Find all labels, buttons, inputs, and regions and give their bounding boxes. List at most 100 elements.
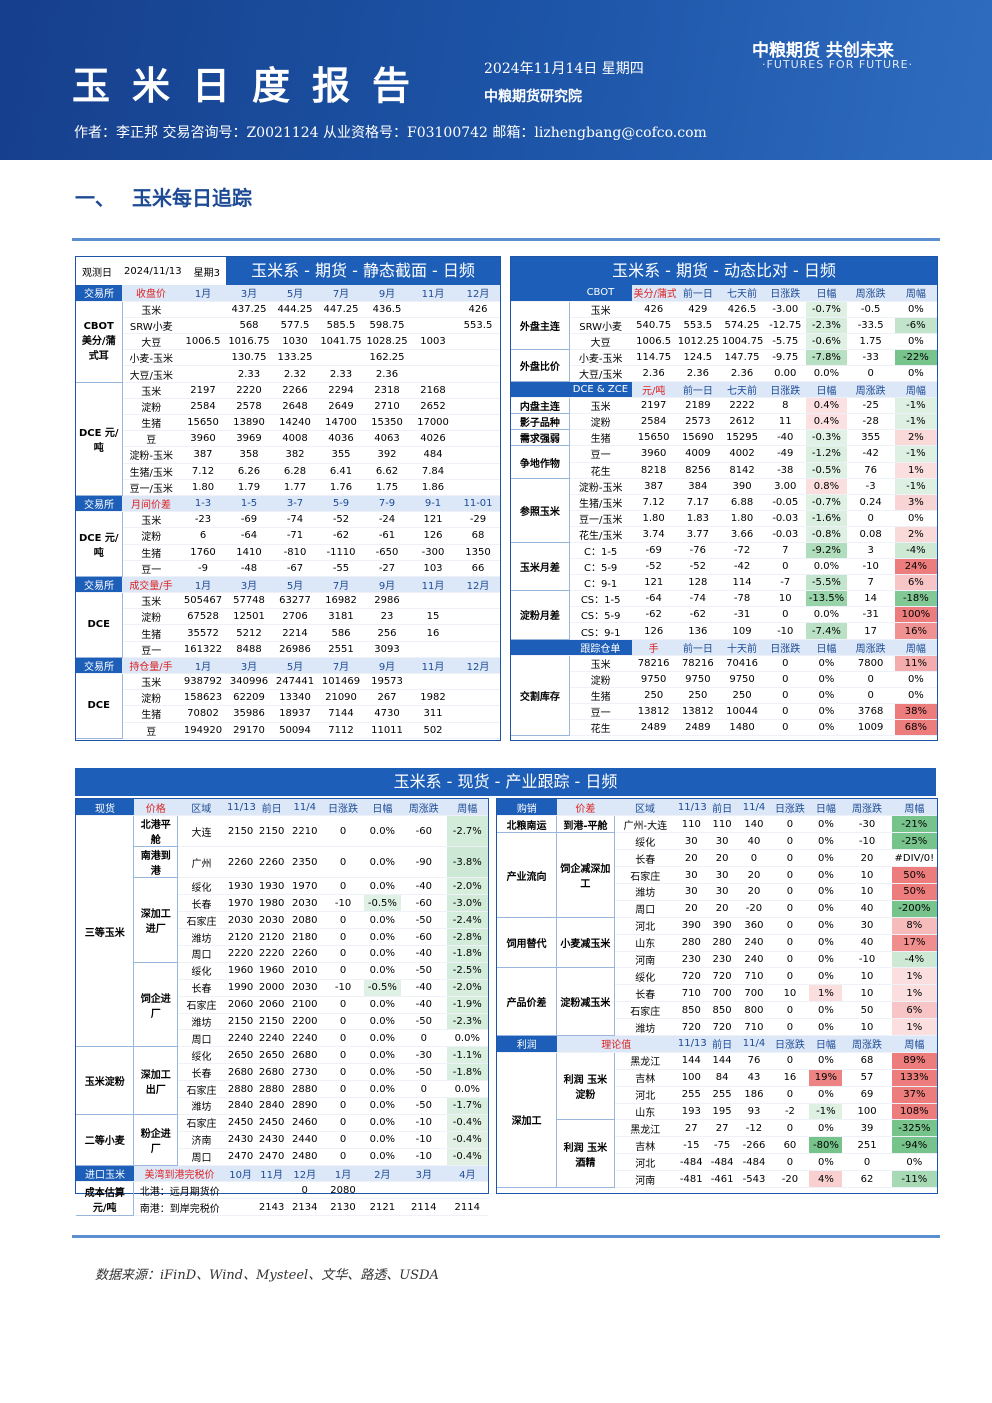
cell: 2680 [256, 1063, 288, 1082]
cell: 6% [894, 574, 937, 592]
cell: 0.0% [806, 365, 847, 383]
cell: -650 [364, 544, 410, 561]
cell: 1% [894, 462, 937, 479]
cell: -21% [891, 815, 937, 834]
cell: 1% [891, 1018, 937, 1036]
row: 大豆/玉米 2.36 2.36 2.36 0.00 0.0% 0 0% [511, 365, 937, 383]
cell: -60 [401, 815, 447, 848]
header-cell: 区域 [177, 799, 226, 817]
group-label: 交割库存 [511, 655, 570, 737]
cell: 11 [764, 413, 807, 431]
header-cell: 周幅 [446, 799, 488, 817]
row: 济南 2430 2430 2440 0 0.0% -10 -0.4% [76, 1131, 488, 1149]
cell: 720 [675, 967, 707, 986]
row: C：5-9 -52 -52 -42 0 0.0% -10 24% [511, 558, 937, 576]
header-cell: 12月 [287, 1165, 323, 1183]
cell: 144 [675, 1052, 707, 1070]
cell: -0.03 [764, 510, 807, 527]
cell: -4% [891, 951, 937, 969]
cell: 3768 [846, 703, 895, 721]
row-name: 长春 [614, 984, 676, 1003]
cell: 66 [456, 560, 500, 577]
header-cell: 利润 [497, 1035, 557, 1053]
cell: 2.36 [675, 365, 720, 383]
row: 淀粉月差 CS：1-5 -64 -74 -78 10 -13.5% 14 -18% [511, 590, 937, 640]
cell: 1% [809, 984, 843, 1003]
cell: 0.0% [363, 1114, 401, 1132]
header-cell: 3月 [226, 285, 272, 302]
cell: 3.77 [675, 526, 720, 544]
cell: 0.0% [363, 911, 401, 930]
header-cell: 5月 [272, 285, 318, 302]
header-cell: 12月 [456, 576, 500, 594]
cell: 1350 [456, 544, 500, 561]
cell: 10044 [719, 703, 765, 721]
cell: 720 [675, 1018, 707, 1036]
cell: 7800 [846, 655, 895, 672]
header-cell: 日涨跌 [322, 799, 364, 817]
cell: 0.4% [806, 397, 847, 415]
header-cell: 日幅 [806, 285, 847, 302]
cell: -200% [891, 900, 937, 918]
row-name: 长春 [177, 894, 226, 913]
row: 北粮南运 到港-平舱 广州-大连 110 110 140 0 0% -30 -21% [497, 815, 937, 834]
row-name: 绥化 [614, 967, 676, 986]
cell: 2214 [272, 624, 318, 642]
cell: 553.5 [675, 317, 720, 334]
header-cell: 区域 [614, 799, 676, 817]
header-cell: 元/吨 [631, 381, 676, 399]
cell: 0 [322, 1080, 364, 1098]
cell: 0% [809, 832, 843, 851]
header-cell: 9-1 [410, 495, 456, 513]
row-name: 绥化 [177, 962, 226, 980]
cell: 0 [764, 687, 807, 704]
row-name: 生猪/玉米 [569, 494, 632, 511]
cell: -1% [894, 413, 937, 431]
cell: -23 [180, 511, 226, 529]
row-name: 大豆/玉米 [122, 365, 180, 383]
cell: 2840 [256, 1097, 288, 1115]
cell: -1% [809, 1103, 843, 1121]
row: 饲用替代 小麦减玉米 河北 390 390 360 0 0% 30 8% [497, 917, 937, 969]
cell: 0 [322, 1148, 364, 1166]
cell: 2000 [256, 979, 288, 997]
subgroup-label: 淀粉减玉米 [556, 967, 615, 1036]
subgroup-label: 北港平舱 [133, 815, 178, 848]
cell: 23 [364, 608, 410, 626]
cell: 67528 [180, 608, 226, 626]
row: 淀粉 2584 2578 2648 2649 2710 2652 [76, 398, 500, 416]
cell: 8218 [631, 462, 676, 479]
cell: 6.88 [719, 494, 765, 511]
author-line: 作者：李正邦 交易咨询号：Z0021124 从业资格号：F03100742 邮箱… [74, 125, 707, 141]
cell: 0.0% [363, 846, 401, 879]
cell: 10 [770, 984, 810, 1003]
row: 潍坊 2120 2120 2180 0 0.0% -60 -2.8% [76, 928, 488, 946]
cell: 1% [891, 967, 937, 986]
header-cell: 5-9 [318, 495, 364, 513]
cell: 3093 [364, 641, 410, 658]
header-cell: 7月 [318, 285, 364, 302]
row: 豆一 -9 -48 -67 -55 -27 103 66 [76, 560, 500, 577]
cell: -0.4% [446, 1131, 488, 1149]
cell: 62 [842, 1170, 892, 1188]
cell: -20 [737, 900, 771, 918]
row-name: 大豆 [569, 333, 632, 350]
header-cell: 日涨跌 [770, 799, 810, 817]
cell: 2220 [256, 945, 288, 963]
cell: 0.0% [363, 1013, 401, 1031]
cell: -1% [894, 478, 937, 495]
cell: 0 [322, 1046, 364, 1065]
cell [410, 365, 456, 383]
cell: 5212 [226, 624, 272, 642]
cell: 568 [226, 317, 272, 335]
cell: 35572 [180, 624, 226, 642]
cell: 30 [706, 832, 738, 851]
row-name: C：9-1 [569, 574, 632, 592]
cell: 84 [706, 1069, 738, 1087]
row: 河北 -484 -484 -484 0 0% 0 0% [497, 1153, 937, 1172]
group-label: 影子品种 [511, 413, 570, 431]
header-cell: 日涨跌 [764, 381, 807, 399]
header-cell: 11/4 [737, 1035, 771, 1053]
cell: 1.83 [675, 510, 720, 527]
cell: 0% [809, 900, 843, 918]
